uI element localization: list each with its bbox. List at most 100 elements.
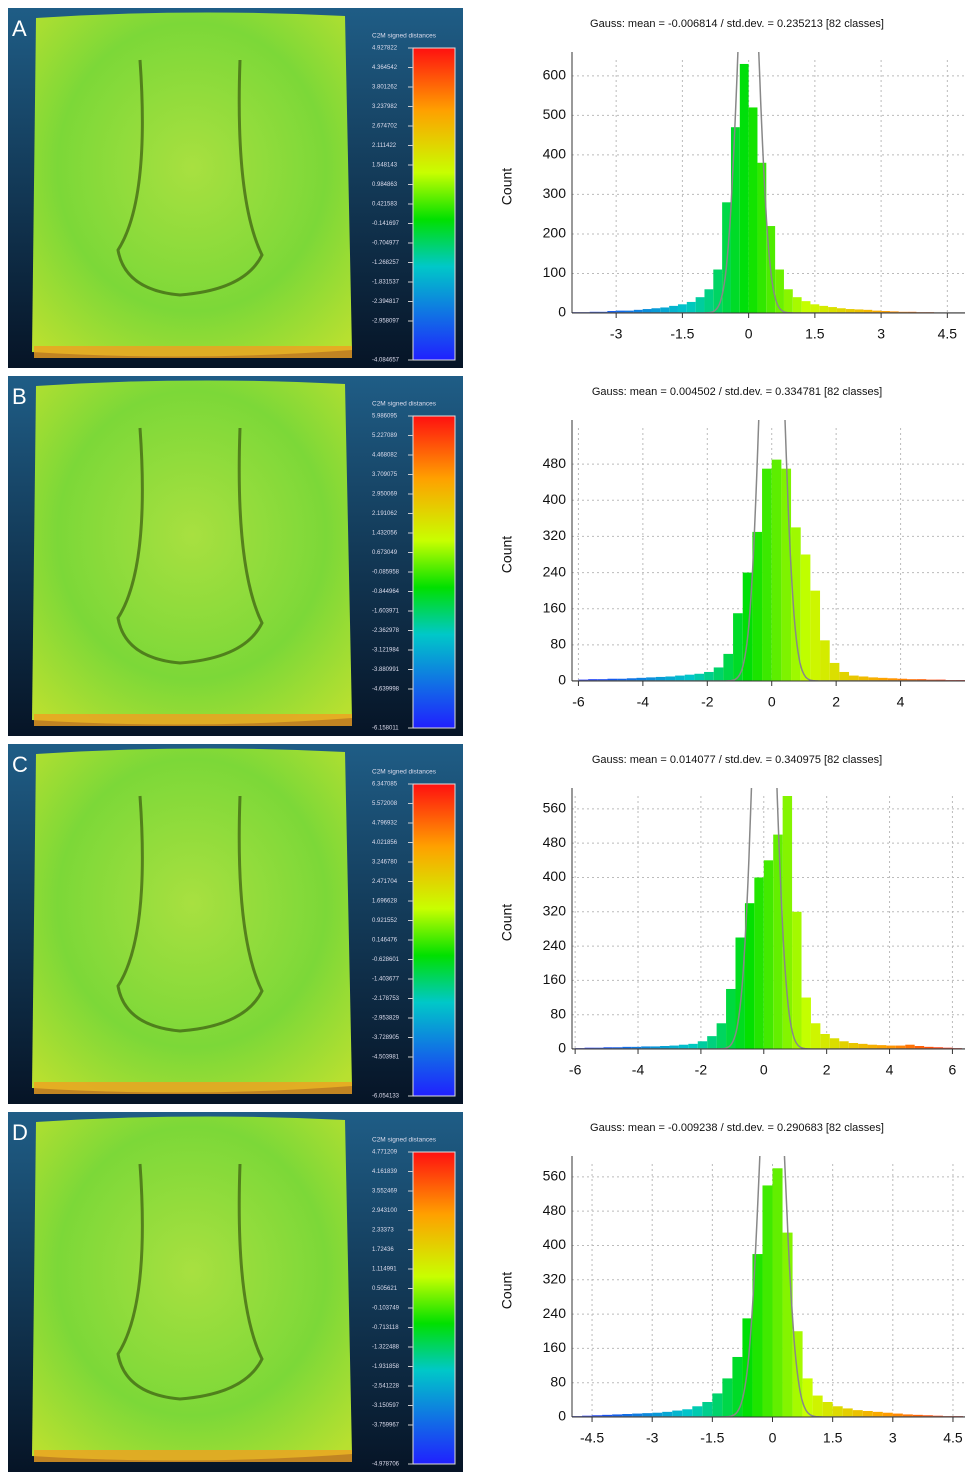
bar (849, 675, 859, 681)
y-tick-label: 80 (550, 636, 566, 652)
y-tick-label: 560 (543, 800, 567, 816)
bar (889, 311, 899, 313)
colorbar-tick-label: -1.603971 (372, 609, 400, 615)
nose-outline (116, 1163, 264, 1401)
bar (660, 307, 670, 313)
bar (602, 1414, 613, 1417)
bar (933, 1047, 943, 1049)
colorbar (412, 783, 456, 1097)
chart-title: Gauss: mean = -0.009238 / std.dev. = 0.2… (590, 1122, 884, 1134)
colorbar-tick-label: -0.628601 (372, 957, 400, 963)
bar (829, 1038, 840, 1049)
colorbar-tick-label: -2.394817 (372, 299, 400, 305)
nose-outline (116, 795, 264, 1033)
bar (783, 289, 793, 313)
bar (692, 1406, 703, 1417)
bar (626, 678, 637, 681)
colorbar-title: C2M signed distances (372, 1137, 437, 1144)
colorbar-tick-label: -2.362978 (372, 628, 400, 634)
bar (592, 1415, 603, 1417)
colorbar-tick-label: -2.958097 (372, 319, 400, 325)
bar (924, 1046, 934, 1049)
bar (887, 678, 898, 681)
x-tick-label: 0 (769, 1430, 777, 1446)
bar (878, 677, 888, 681)
bar (775, 269, 784, 313)
bar (872, 1411, 883, 1417)
bar (646, 677, 656, 681)
colorbar-tick-label: 1.432056 (372, 531, 398, 537)
colorbar-tick-label: 3.801262 (372, 85, 398, 91)
bar (912, 1414, 923, 1417)
bar (641, 1046, 651, 1049)
chart-title: Gauss: mean = 0.004502 / std.dev. = 0.33… (592, 386, 882, 398)
bar (773, 834, 783, 1049)
colorbar-tick-label: 4.468082 (372, 453, 398, 459)
x-tick-label: 2 (823, 1062, 831, 1078)
colorbar-tick-label: 0.146476 (372, 938, 398, 944)
colorbar-tick-label: 0.921552 (372, 918, 398, 924)
y-tick-label: 160 (543, 599, 567, 615)
bar (881, 311, 890, 313)
colorbar-tick-label: 1.548143 (372, 163, 398, 169)
colorbar-tick-label: -2.541228 (372, 1384, 400, 1390)
colorbar-tick-label: -4.503981 (372, 1055, 400, 1061)
bar (782, 1232, 793, 1417)
bar (603, 1047, 613, 1049)
colorbar-tick-label: 2.33373 (372, 1228, 394, 1234)
bar (669, 1045, 679, 1049)
bar (697, 1041, 708, 1049)
colorbar-tick-label: -0.713118 (372, 1325, 399, 1331)
bar (742, 572, 753, 681)
face-surface (32, 380, 352, 725)
bar (694, 673, 705, 681)
y-tick-label: 200 (543, 225, 567, 241)
y-tick-label: 400 (543, 868, 567, 884)
bar (801, 301, 811, 313)
scan-edge (34, 714, 352, 726)
bar (845, 309, 855, 313)
bar (695, 297, 705, 313)
bar (810, 590, 821, 681)
y-tick-label: 80 (550, 1373, 566, 1389)
colorbar-tick-label: 4.021856 (372, 840, 398, 846)
x-tick-label: -1.5 (670, 326, 694, 342)
face-surface (32, 748, 352, 1093)
y-tick-label: 500 (543, 106, 567, 122)
bar (624, 310, 634, 313)
bar (763, 860, 774, 1049)
bar (642, 309, 652, 313)
bar (810, 1023, 821, 1049)
x-tick-label: -6 (569, 1062, 582, 1078)
bar (616, 310, 625, 313)
bar (800, 554, 811, 681)
bar (886, 1045, 896, 1049)
colorbar-tick-label: -6.054133 (372, 1094, 400, 1100)
bar (716, 1023, 727, 1049)
bar (852, 1410, 863, 1417)
colorbar-tick-label: 2.471704 (372, 879, 398, 885)
x-tick-label: -4.5 (580, 1430, 604, 1446)
colorbar-tick-label: -3.880991 (372, 667, 400, 673)
y-tick-label: 320 (543, 902, 567, 918)
colorbar-tick-label: -2.953829 (372, 1016, 400, 1022)
nose-outline (116, 59, 264, 297)
bar (801, 997, 811, 1049)
nose-outline (116, 427, 264, 665)
colorbar-tick-label: -0.103749 (372, 1306, 400, 1312)
bar (733, 613, 743, 681)
panel-label: A (12, 16, 27, 41)
colorbar-tick-label: -3.121984 (372, 648, 400, 654)
bar (723, 653, 734, 681)
bar (854, 309, 864, 313)
bar (842, 1408, 853, 1417)
colorbar-tick-label: -0.085958 (372, 570, 400, 576)
bar (914, 1045, 925, 1049)
panel-label: B (12, 384, 27, 409)
y-tick-label: 300 (543, 185, 567, 201)
bar (862, 1410, 873, 1417)
y-tick-label: 0 (558, 672, 566, 688)
bar (588, 679, 598, 681)
bar (839, 1041, 849, 1049)
